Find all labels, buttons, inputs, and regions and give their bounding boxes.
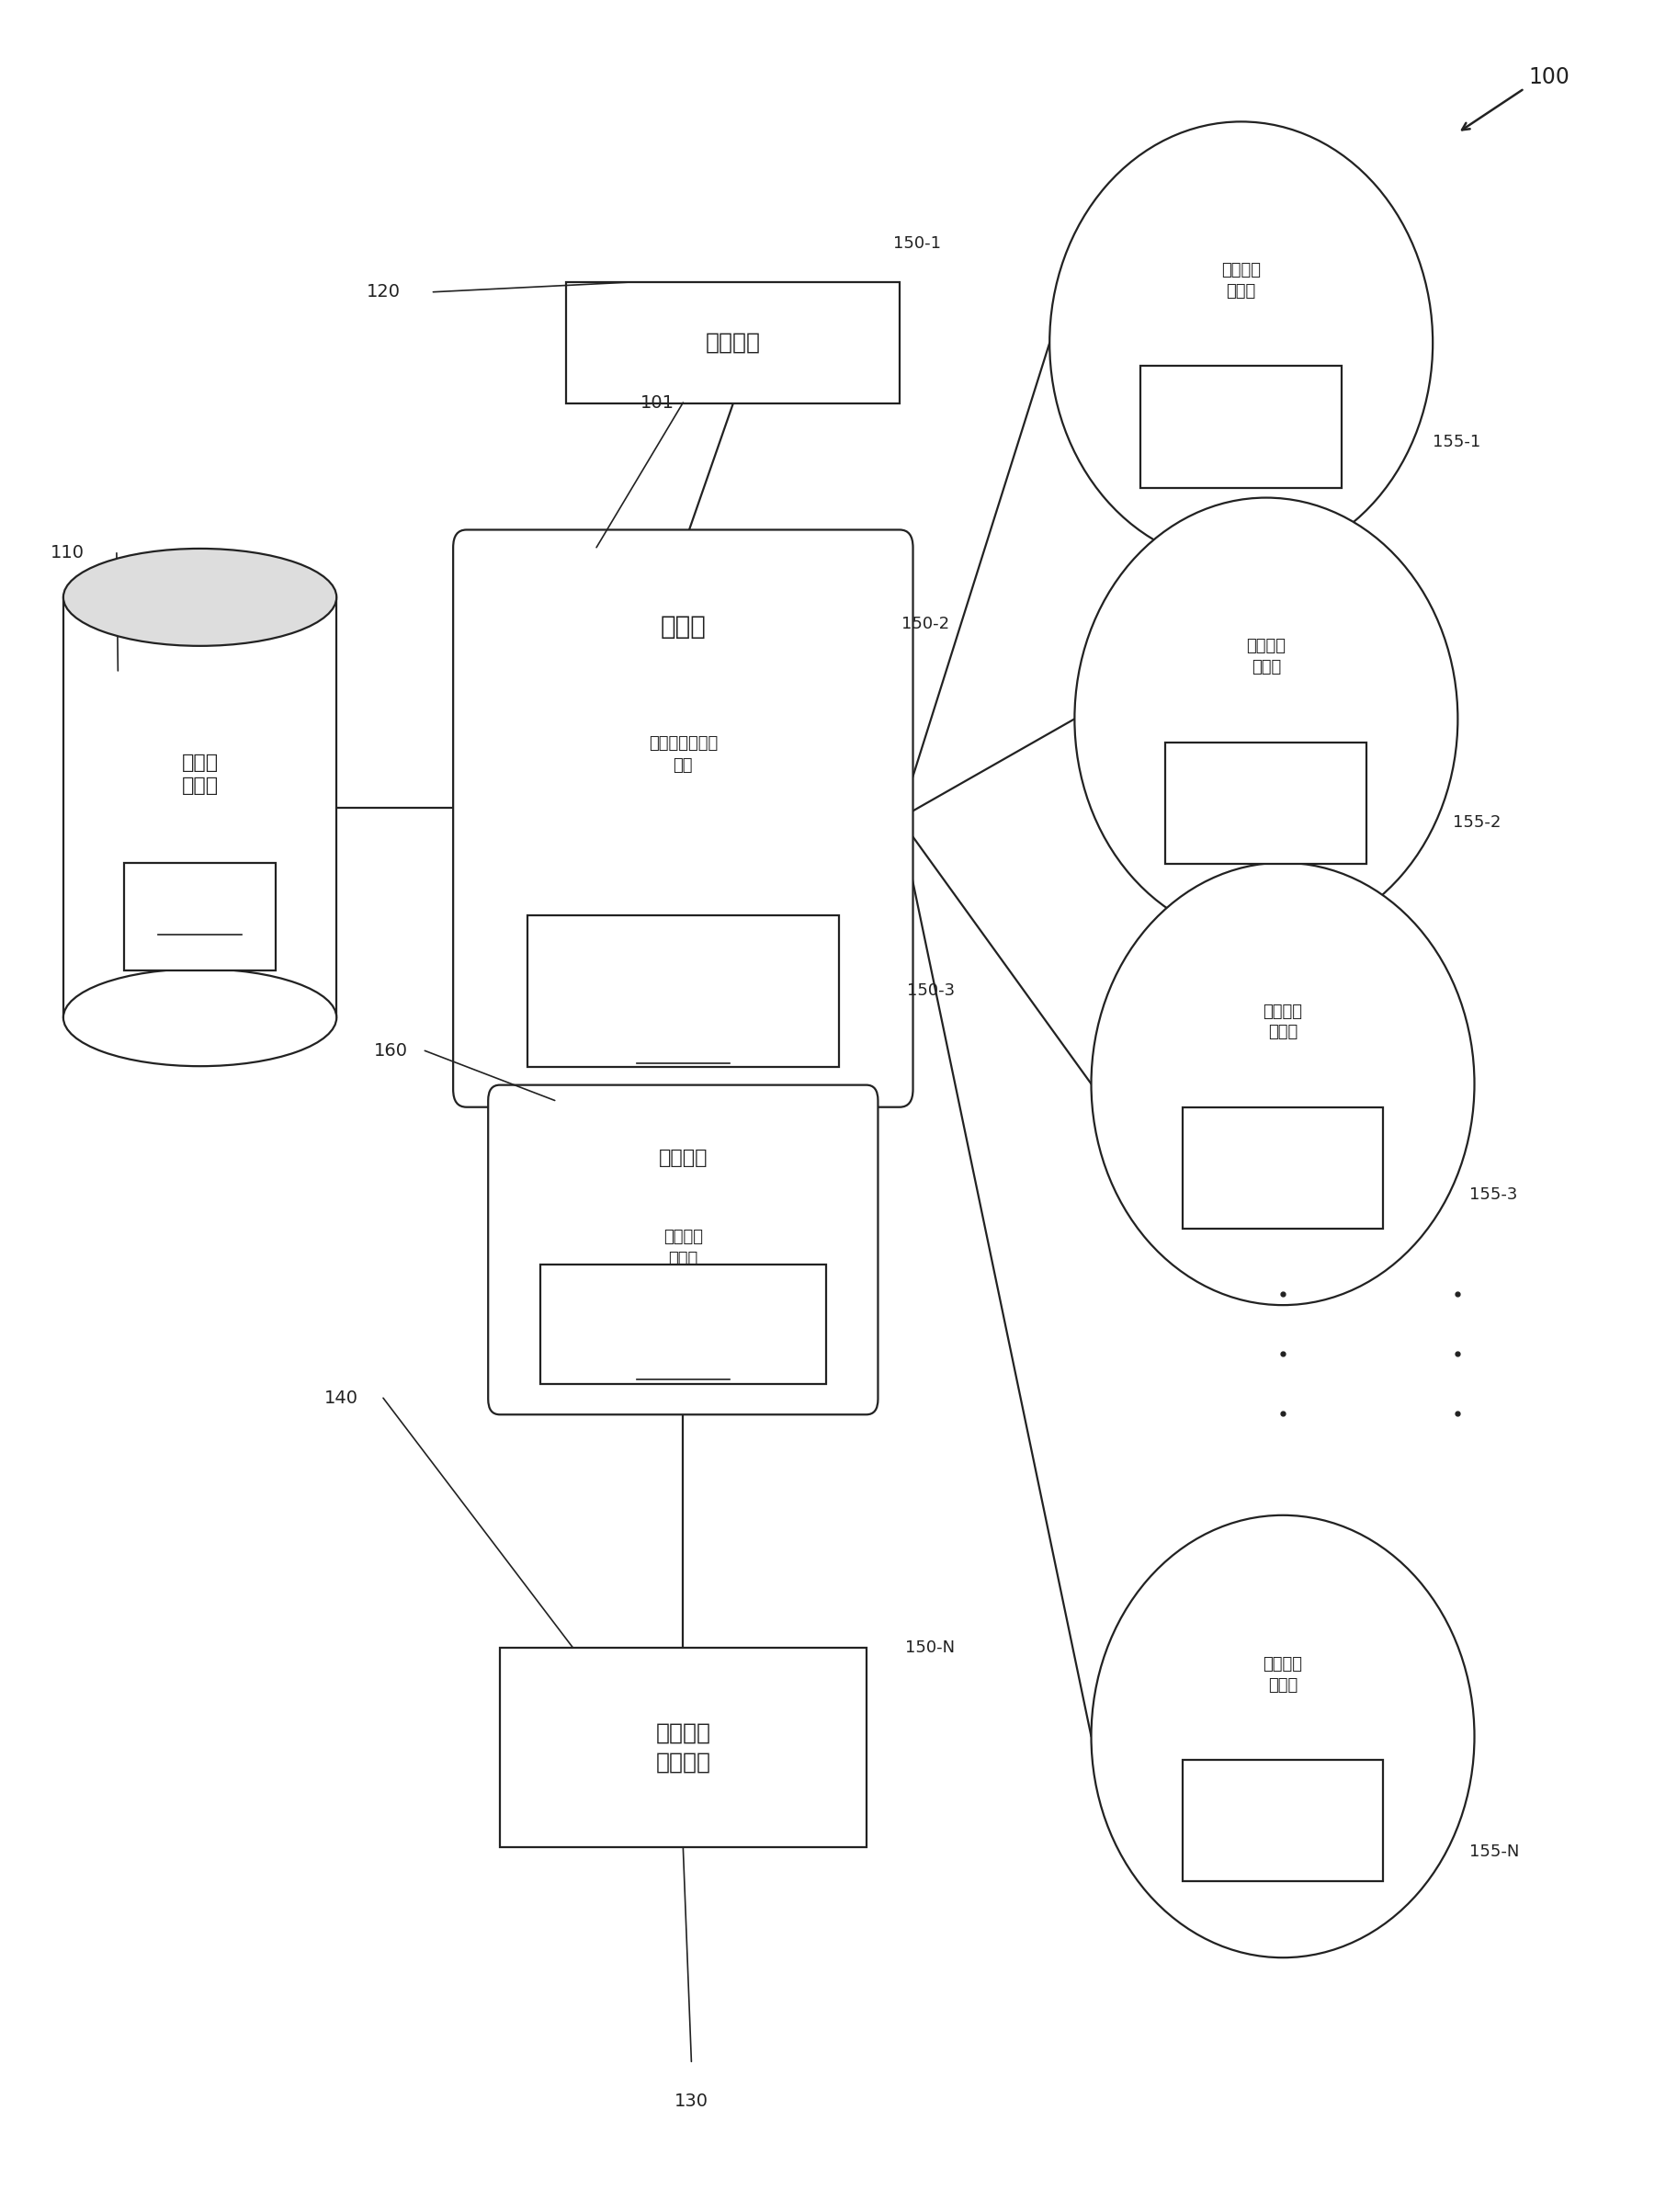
Bar	[1166, 741, 1366, 863]
Text: 评论请求: 评论请求	[658, 1150, 708, 1168]
Ellipse shape	[63, 969, 337, 1066]
Text: 115: 115	[188, 909, 222, 925]
Text: 140: 140	[325, 1389, 358, 1407]
FancyBboxPatch shape	[488, 1084, 878, 1416]
Text: 101: 101	[641, 394, 675, 411]
Bar	[526, 916, 840, 1066]
Ellipse shape	[1091, 863, 1474, 1305]
Ellipse shape	[63, 549, 337, 646]
Text: 110: 110	[50, 544, 83, 562]
FancyBboxPatch shape	[453, 529, 913, 1106]
Text: 评论者客
户端设备: 评论者客 户端设备	[655, 1721, 711, 1774]
Text: 160: 160	[375, 1042, 408, 1060]
Text: 120: 120	[367, 283, 400, 301]
Text: 155-3: 155-3	[1469, 1186, 1518, 1203]
Text: 150-1: 150-1	[893, 234, 941, 252]
Ellipse shape	[1050, 122, 1433, 564]
Text: 第三方评
论站点: 第三方评 论站点	[1246, 639, 1286, 675]
Text: 动态重定
向容器: 动态重定 向容器	[663, 1230, 703, 1267]
Text: 150-3: 150-3	[906, 982, 955, 1000]
Text: 源系统: 源系统	[660, 613, 706, 639]
Text: 加权事
件因子: 加权事 件因子	[1228, 409, 1254, 445]
Bar	[125, 863, 275, 971]
Text: 150-2: 150-2	[901, 615, 950, 633]
Text: 155-N: 155-N	[1469, 1843, 1519, 1860]
Bar	[566, 281, 900, 403]
Text: 100: 100	[1529, 66, 1569, 88]
Bar	[1141, 365, 1341, 489]
Text: 165: 165	[675, 982, 708, 1000]
Text: 第三方评
论站点: 第三方评 论站点	[1263, 1004, 1303, 1040]
Text: 145: 145	[660, 1316, 691, 1332]
Bar	[1183, 1761, 1383, 1880]
Text: 150-N: 150-N	[905, 1639, 955, 1657]
Text: 130: 130	[675, 2093, 708, 2110]
Text: 加权事
件因子: 加权事 件因子	[1269, 1803, 1296, 1838]
Text: 155-2: 155-2	[1453, 814, 1501, 832]
Bar	[500, 1648, 866, 1847]
Text: 155-1: 155-1	[1433, 434, 1481, 451]
Text: 第一方评
论站点: 第一方评 论站点	[1221, 263, 1261, 299]
Text: 加权事
件因子: 加权事 件因子	[1253, 785, 1279, 821]
Bar	[1183, 1108, 1383, 1230]
Bar	[63, 597, 337, 1018]
Ellipse shape	[1075, 498, 1458, 940]
Text: 源系统
数据库: 源系统 数据库	[182, 754, 218, 794]
Text: 加权事
件因子: 加权事 件因子	[1269, 1150, 1296, 1186]
Text: 动态评论优化器
逻辑: 动态评论优化器 逻辑	[648, 734, 718, 774]
Bar	[540, 1265, 826, 1385]
Text: 商户系统: 商户系统	[705, 332, 761, 354]
Text: 第三方评
论站点: 第三方评 论站点	[1263, 1657, 1303, 1692]
Ellipse shape	[1091, 1515, 1474, 1958]
